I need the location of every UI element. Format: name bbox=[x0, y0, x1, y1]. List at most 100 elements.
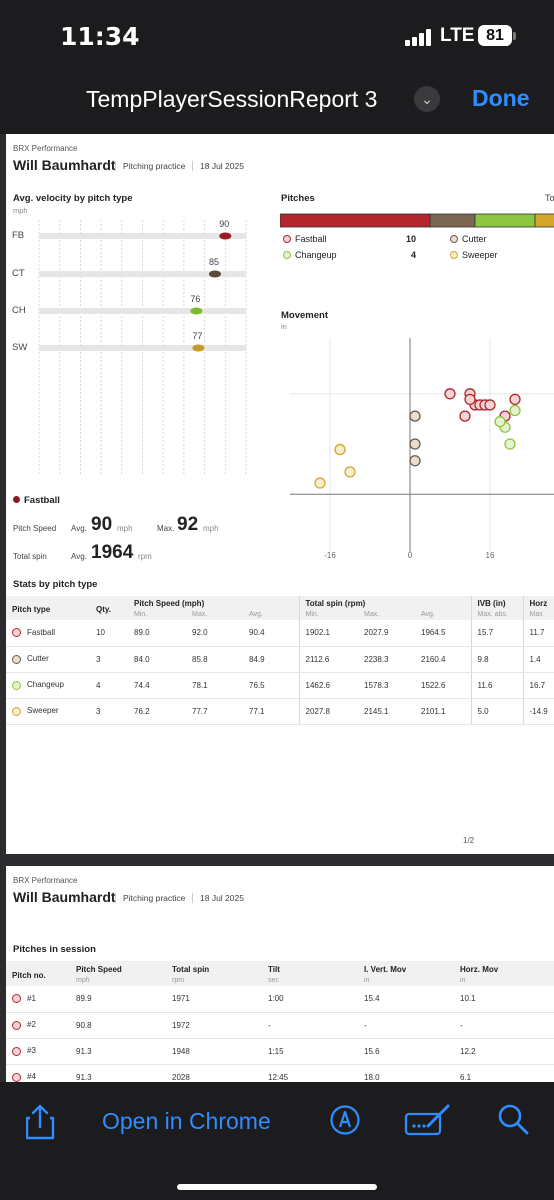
player-name: Will Baumhardt bbox=[13, 889, 116, 905]
chevron-down-icon[interactable]: ⌄ bbox=[414, 86, 440, 112]
session-cell-no: #4 bbox=[6, 1064, 70, 1082]
velocity-marker-sw bbox=[192, 344, 205, 352]
stats-cell-smin: 76.2 bbox=[128, 698, 186, 725]
navigation-bar: TempPlayerSessionReport 3 ⌄ Done bbox=[0, 72, 554, 134]
legend-changeup-count: 4 bbox=[411, 250, 417, 260]
movement-point-cutter bbox=[409, 410, 421, 422]
fastball-dot bbox=[12, 1020, 21, 1030]
stats-cell-qty: 10 bbox=[90, 620, 128, 647]
velocity-track bbox=[39, 233, 246, 239]
session-cell-ivm: 15.4 bbox=[358, 986, 454, 1013]
unit-in: in bbox=[454, 975, 554, 986]
speed-max-unit: mph bbox=[203, 524, 219, 533]
movement-point-cutter bbox=[409, 438, 421, 450]
stats-cell-smin: 84.0 bbox=[128, 646, 186, 673]
bottom-toolbar: Open in Chrome bbox=[0, 1082, 554, 1200]
velocity-marker-ct bbox=[208, 270, 221, 278]
session-cell-hm: 10.1 bbox=[454, 986, 554, 1013]
session-cell-no: #3 bbox=[6, 1038, 70, 1065]
session-date: 18 Jul 2025 bbox=[200, 893, 244, 903]
page-number: 1/2 bbox=[463, 836, 475, 845]
session-cell-tilt: 12:45 bbox=[262, 1064, 358, 1082]
stats-cell-type: Cutter bbox=[6, 646, 90, 673]
signature-icon[interactable] bbox=[404, 1104, 452, 1136]
done-button[interactable]: Done bbox=[472, 85, 530, 111]
sub-max: Max. bbox=[358, 609, 415, 620]
spin-label: Total spin bbox=[13, 552, 47, 561]
markup-icon[interactable] bbox=[329, 1104, 361, 1136]
stats-cell-smax: 78.1 bbox=[186, 672, 243, 699]
sub-avg: Avg. bbox=[243, 609, 299, 620]
share-icon[interactable] bbox=[26, 1104, 56, 1140]
col-pitch-speed: Pitch Speed bbox=[70, 961, 166, 975]
movement-point-cutter bbox=[409, 455, 421, 467]
sub-max: Max. bbox=[186, 609, 243, 620]
movement-point-fastball bbox=[509, 393, 521, 406]
changeup-legend-dot bbox=[283, 251, 291, 259]
pitch-type-dot bbox=[12, 680, 21, 690]
stats-cell-savg: 77.1 bbox=[243, 698, 299, 725]
fastball-dot bbox=[12, 1046, 21, 1056]
unit-rpm: rpm bbox=[166, 975, 262, 986]
session-row: #4 91.3 2028 12:45 18.0 6.1 bbox=[6, 1064, 554, 1082]
session-subheader-row: mph rpm sec in in bbox=[6, 975, 554, 986]
movement-point-fastball bbox=[444, 388, 456, 400]
velocity-marker-ch bbox=[190, 307, 203, 315]
movement-title: Movement bbox=[281, 310, 328, 321]
stats-cell-savg: 76.5 bbox=[243, 672, 299, 699]
stats-cell-ivb: 5.0 bbox=[470, 698, 523, 725]
session-cell-speed: 91.3 bbox=[70, 1038, 166, 1065]
divider bbox=[115, 893, 116, 903]
movement-tick-label: -16 bbox=[324, 551, 336, 560]
pitch-number: #3 bbox=[27, 1046, 36, 1056]
session-date: 18 Jul 2025 bbox=[200, 161, 244, 171]
fastball-dot bbox=[12, 1072, 21, 1082]
summary-pitch: Fastball bbox=[24, 495, 60, 506]
avg-label: Avg. bbox=[71, 524, 87, 533]
stats-cell-smin: 89.0 bbox=[128, 620, 186, 647]
document-title[interactable]: TempPlayerSessionReport 3 bbox=[86, 86, 378, 112]
stats-cell-type: Sweeper bbox=[6, 698, 90, 725]
sub-max-abs: Max. abs. bbox=[470, 609, 523, 620]
col-hm: Horz. Mov bbox=[454, 961, 554, 975]
pitches-title: Pitches bbox=[281, 193, 315, 204]
velocity-value: 76 bbox=[190, 294, 201, 304]
unit-mph: mph bbox=[70, 975, 166, 986]
session-cell-spin: 1971 bbox=[166, 986, 262, 1013]
stats-cell-smax: 77.7 bbox=[186, 698, 243, 725]
session-cell-ivm: - bbox=[358, 1012, 454, 1039]
velocity-category: CH bbox=[12, 305, 26, 316]
session-cell-hm: 12.2 bbox=[454, 1038, 554, 1065]
divider bbox=[115, 161, 116, 171]
fastball-dot bbox=[13, 496, 20, 503]
session-cell-speed: 90.8 bbox=[70, 1012, 166, 1039]
col-pitch-speed: Pitch Speed (mph) bbox=[128, 596, 299, 609]
session-cell-spin: 2028 bbox=[166, 1064, 262, 1082]
velocity-category: CT bbox=[12, 268, 25, 279]
stats-cell-horz: 1.4 bbox=[522, 646, 554, 673]
stats-row: Sweeper 3 76.2 77.7 77.1 2027.8 2145.1 2101.1 5.… bbox=[6, 698, 554, 725]
col-ivm: I. Vert. Mov bbox=[358, 961, 454, 975]
velocity-unit: mph bbox=[13, 206, 28, 215]
report-page-1: BRX Performance Will Baumhardt Pitching … bbox=[6, 134, 554, 854]
movement-unit: in bbox=[281, 322, 287, 331]
cutter-legend-dot bbox=[450, 235, 458, 243]
stats-cell-type: Changeup bbox=[6, 672, 90, 699]
pitch-type-label: Sweeper bbox=[27, 706, 59, 716]
org-name: BRX Performance bbox=[13, 144, 78, 153]
session-type: Pitching practice bbox=[123, 161, 186, 171]
stats-cell-smax: 85.8 bbox=[186, 646, 243, 673]
col-tilt: Tilt bbox=[262, 961, 358, 975]
document-viewer[interactable]: BRX Performance Will Baumhardt Pitching … bbox=[0, 134, 554, 1082]
org-name: BRX Performance bbox=[13, 876, 78, 885]
open-in-chrome-button[interactable]: Open in Chrome bbox=[102, 1108, 271, 1134]
velocity-category: SW bbox=[12, 342, 28, 353]
speed-unit: mph bbox=[117, 524, 133, 533]
fastball-dot bbox=[12, 994, 21, 1004]
sub-min: Min. bbox=[298, 609, 358, 620]
unit-in: in bbox=[358, 975, 454, 986]
stats-cell-pmin: 2112.6 bbox=[298, 646, 358, 673]
session-type: Pitching practice bbox=[123, 893, 186, 903]
search-icon[interactable] bbox=[498, 1104, 530, 1136]
velocity-value: 85 bbox=[208, 257, 219, 267]
